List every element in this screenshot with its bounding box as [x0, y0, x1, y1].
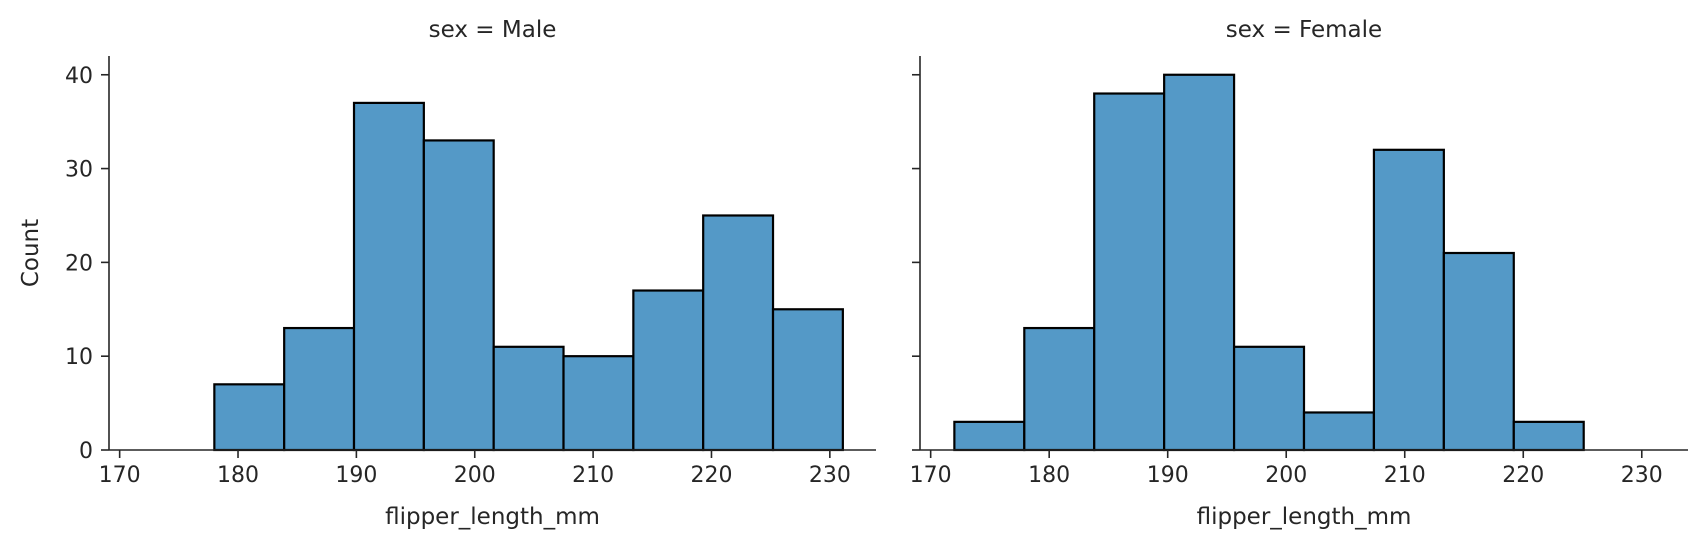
y-tick-label-0: 0 — [79, 439, 93, 464]
panel-female: 170 180 190 200 210 220 230 sex = Female flipper… — [910, 17, 1688, 530]
x-tick-label-1: 180 — [217, 463, 259, 488]
panel-title: sex = Male — [429, 17, 557, 43]
y-tick-label-4: 40 — [65, 64, 93, 89]
bar-3 — [422, 139, 495, 452]
x-tick-label-6: 230 — [809, 463, 851, 488]
y-tick-label-2: 20 — [65, 251, 93, 276]
x-tick-label-4: 210 — [572, 463, 614, 488]
bar-0 — [953, 420, 1026, 452]
x-tick-label-5: 220 — [1502, 463, 1544, 488]
panel-male: 170 180 190 200 210 220 230 0 10 20 30 40 sex = Male… — [18, 17, 876, 530]
x-tick-label-1: 180 — [1028, 463, 1070, 488]
bar-8 — [1512, 420, 1585, 452]
x-tick-label-3: 200 — [1265, 463, 1307, 488]
x-tick-label-3: 200 — [454, 463, 496, 488]
x-axis-label: flipper_length_mm — [1197, 504, 1412, 530]
bar-7 — [702, 214, 775, 452]
bar-4 — [492, 345, 565, 452]
x-axis-label: flipper_length_mm — [385, 504, 600, 530]
bar-5 — [1302, 411, 1376, 452]
x-tick-label-4: 210 — [1384, 463, 1426, 488]
bar-5 — [562, 355, 635, 452]
bar-2 — [352, 101, 425, 452]
x-tick-label-0: 170 — [910, 463, 952, 488]
bar-1 — [1023, 326, 1096, 452]
y-axis-label: Count — [18, 219, 44, 287]
bar-7 — [1442, 251, 1515, 452]
bar-6 — [1372, 148, 1445, 452]
x-tick-label-2: 190 — [1147, 463, 1189, 488]
bar-3 — [1163, 73, 1236, 452]
panel-title: sex = Female — [1226, 17, 1382, 43]
y-tick-label-3: 30 — [65, 158, 93, 183]
bar-1 — [283, 326, 356, 452]
bar-4 — [1232, 345, 1306, 452]
x-tick-label-6: 230 — [1621, 463, 1663, 488]
x-tick-label-5: 220 — [690, 463, 732, 488]
x-tick-label-0: 170 — [99, 463, 141, 488]
x-tick-label-2: 190 — [335, 463, 377, 488]
bar-2 — [1093, 92, 1166, 452]
bar-6 — [632, 289, 705, 452]
bar-0 — [213, 383, 286, 452]
bar-8 — [771, 308, 844, 452]
y-tick-label-1: 10 — [65, 345, 93, 370]
